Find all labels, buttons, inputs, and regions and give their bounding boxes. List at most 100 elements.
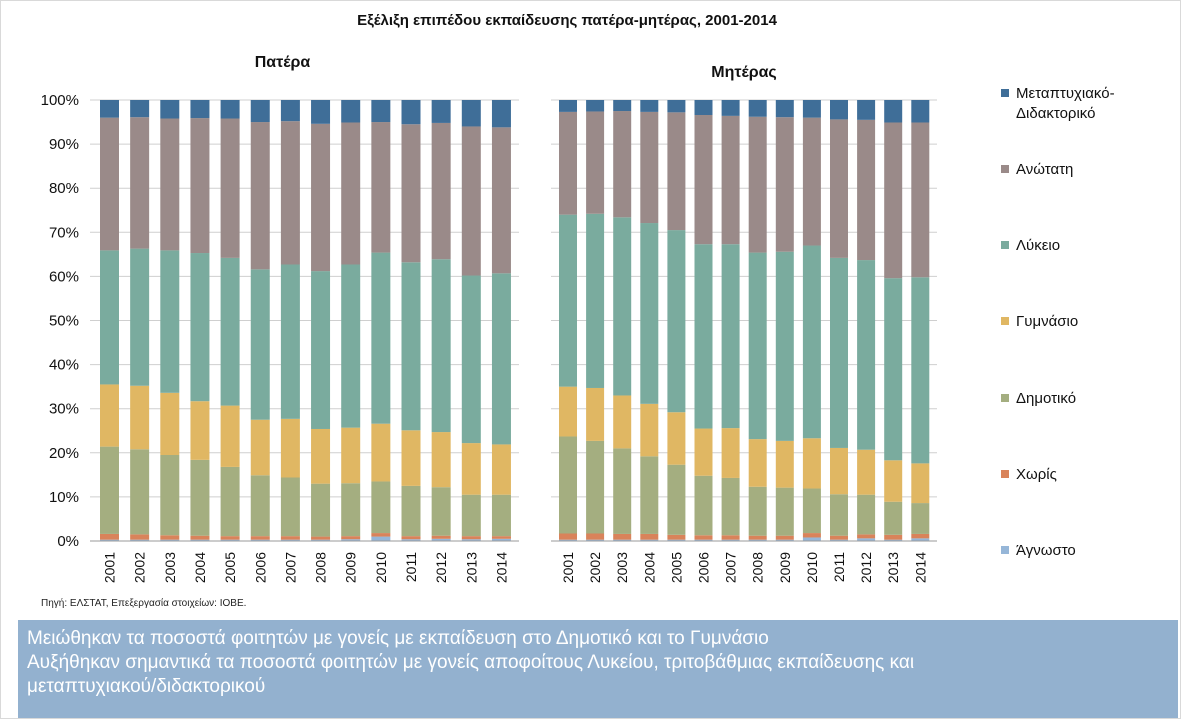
bar-segment-unknown — [694, 539, 713, 541]
bar-segment-lyceum — [911, 277, 930, 464]
bar-segment-postgrad — [100, 100, 119, 118]
bar-segment-none — [461, 536, 481, 540]
bar-segment-unknown — [220, 539, 240, 541]
x-tick-label: 2001 — [102, 552, 118, 583]
x-tick-label: 2011 — [831, 552, 847, 582]
bar-segment-lyceum — [160, 250, 180, 393]
y-tick-label: 30% — [49, 401, 79, 418]
x-tick-label: 2013 — [885, 552, 901, 583]
bar-segment-postgrad — [311, 100, 331, 124]
bar-segment-gymnasium — [775, 440, 794, 488]
bar-segment-none — [830, 535, 848, 540]
bar-segment-none — [431, 535, 451, 539]
bar-segment-postgrad — [461, 100, 481, 127]
bar-segment-lyceum — [461, 275, 481, 444]
bar-segment-tertiary — [401, 124, 421, 263]
x-tick-label: 2010 — [373, 552, 389, 583]
y-tick-label: 10% — [49, 489, 79, 506]
bar-segment-gymnasium — [341, 427, 361, 484]
bar-segment-gymnasium — [371, 423, 391, 482]
bar-segment-gymnasium — [640, 403, 659, 457]
bar-segment-tertiary — [857, 119, 876, 261]
bar-segment-gymnasium — [220, 405, 240, 467]
bar-segment-none — [667, 534, 686, 540]
legend-label-part: Διδακτορικό — [1016, 105, 1095, 122]
bar-segment-primary — [280, 477, 300, 537]
bar-segment-tertiary — [461, 126, 481, 276]
bar-segment-unknown — [371, 536, 391, 541]
bar-segment-lyceum — [613, 217, 632, 396]
bar-segment-none — [721, 535, 740, 540]
y-tick-label: 60% — [49, 268, 79, 285]
y-tick-label: 100% — [41, 92, 79, 109]
x-tick-label: 2006 — [696, 552, 712, 583]
bar-segment-unknown — [640, 539, 659, 541]
bar-segment-primary — [586, 440, 605, 534]
bar-segment-primary — [802, 488, 821, 534]
bar-segment-postgrad — [694, 100, 713, 115]
bar-segment-unknown — [721, 539, 740, 541]
bar-segment-none — [559, 533, 577, 540]
bar-segment-none — [341, 536, 361, 540]
summary-line-1: Μειώθηκαν τα ποσοστά φοιτητών με γονείς … — [27, 628, 769, 649]
bar-segment-postgrad — [613, 100, 632, 112]
bar-segment-primary — [311, 483, 331, 537]
bar-segment-none — [748, 535, 767, 540]
bar-segment-lyceum — [721, 244, 740, 429]
bar-segment-primary — [220, 466, 240, 537]
bar-segment-gymnasium — [280, 418, 300, 478]
bar-segment-none — [640, 533, 659, 540]
bar-segment-unknown — [830, 539, 848, 541]
bar-segment-postgrad — [911, 100, 930, 123]
x-tick-label: 2009 — [343, 552, 359, 583]
x-tick-label: 2010 — [804, 552, 820, 583]
x-tick-label: 2004 — [641, 552, 657, 583]
panel-title-father: Πατέρα — [255, 54, 311, 71]
bar-segment-unknown — [857, 538, 876, 541]
bar-segment-tertiary — [694, 114, 713, 245]
x-tick-label: 2012 — [433, 552, 449, 583]
bar-segment-lyceum — [694, 244, 713, 429]
bar-segment-postgrad — [802, 100, 821, 118]
bar-segment-postgrad — [667, 100, 686, 113]
bar-segment-none — [911, 533, 930, 539]
bar-segment-unknown — [559, 539, 577, 541]
y-tick-label: 70% — [49, 224, 79, 241]
bar-segment-postgrad — [884, 100, 903, 123]
x-tick-label: 2014 — [493, 552, 509, 583]
bar-segment-tertiary — [640, 111, 659, 224]
bar-segment-none — [884, 534, 903, 540]
bar-segment-tertiary — [613, 111, 632, 218]
bar-segment-primary — [613, 448, 632, 534]
bar-segment-tertiary — [491, 127, 511, 274]
bar-segment-gymnasium — [721, 428, 740, 478]
bar-segment-postgrad — [250, 100, 270, 123]
bar-segment-gymnasium — [190, 401, 210, 460]
bar-segment-postgrad — [721, 100, 740, 116]
summary-line-3: μεταπτυχιακού/διδακτορικού — [27, 676, 266, 697]
bar-segment-unknown — [250, 539, 270, 541]
bar-segment-tertiary — [371, 122, 391, 253]
bar-segment-unknown — [100, 539, 119, 541]
bar-segment-none — [160, 535, 180, 540]
bar-segment-unknown — [748, 539, 767, 541]
bar-segment-tertiary — [830, 119, 848, 258]
bar-segment-primary — [911, 503, 930, 534]
x-tick-label: 2003 — [614, 552, 630, 583]
bar-segment-lyceum — [857, 260, 876, 450]
bar-segment-primary — [100, 446, 119, 534]
bar-segment-none — [401, 536, 421, 540]
bar-segment-postgrad — [280, 100, 300, 122]
y-tick-label: 0% — [57, 533, 79, 550]
bar-segment-postgrad — [830, 100, 848, 120]
y-tick-label: 40% — [49, 357, 79, 374]
summary-line-2: Αυξήθηκαν σημαντικά τα ποσοστά φοιτητών … — [27, 652, 915, 673]
legend-swatch-postgrad — [1001, 89, 1009, 97]
bar-segment-gymnasium — [613, 395, 632, 449]
bar-segment-gymnasium — [311, 428, 331, 484]
bar-segment-gymnasium — [884, 460, 903, 502]
x-tick-label: 2013 — [463, 552, 479, 583]
bar-segment-gymnasium — [559, 386, 577, 437]
legend-swatch-gymnasium — [1001, 317, 1009, 325]
bar-segment-tertiary — [721, 115, 740, 245]
